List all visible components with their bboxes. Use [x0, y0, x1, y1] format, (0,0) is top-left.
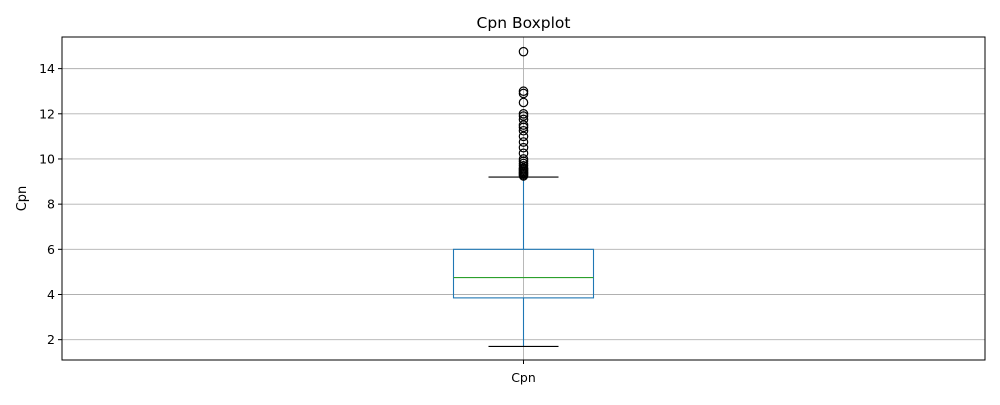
y-tick-label: 14: [39, 61, 55, 76]
y-tick-label: 12: [39, 106, 55, 121]
outlier-point: [518, 46, 529, 57]
box-series: [452, 46, 595, 347]
outlier-point: [518, 137, 529, 147]
chart-title: Cpn Boxplot: [477, 14, 571, 32]
outlier-point: [518, 108, 529, 119]
x-axis-ticks: Cpn: [511, 360, 536, 385]
outlier-point: [518, 142, 529, 153]
outlier-point: [518, 120, 529, 130]
iqr-box: [452, 248, 595, 299]
outlier-point: [518, 125, 529, 136]
outlier-point: [518, 148, 529, 159]
outlier-point: [518, 97, 529, 108]
y-tick-label: 4: [47, 287, 55, 302]
y-tick-label: 2: [47, 332, 55, 347]
y-tick-label: 10: [39, 151, 55, 166]
box-cpn: [452, 46, 595, 347]
outlier-point: [518, 114, 529, 125]
y-tick-label: 8: [47, 197, 55, 212]
x-tick-label: Cpn: [511, 370, 536, 385]
y-axis-label: Cpn: [15, 186, 30, 212]
y-tick-label: 6: [47, 242, 55, 257]
y-axis-ticks: 2 4 6 8 10 12 14: [39, 61, 62, 347]
outlier-point: [518, 86, 529, 97]
outlier-point: [518, 131, 529, 142]
outlier-point: [518, 154, 529, 164]
